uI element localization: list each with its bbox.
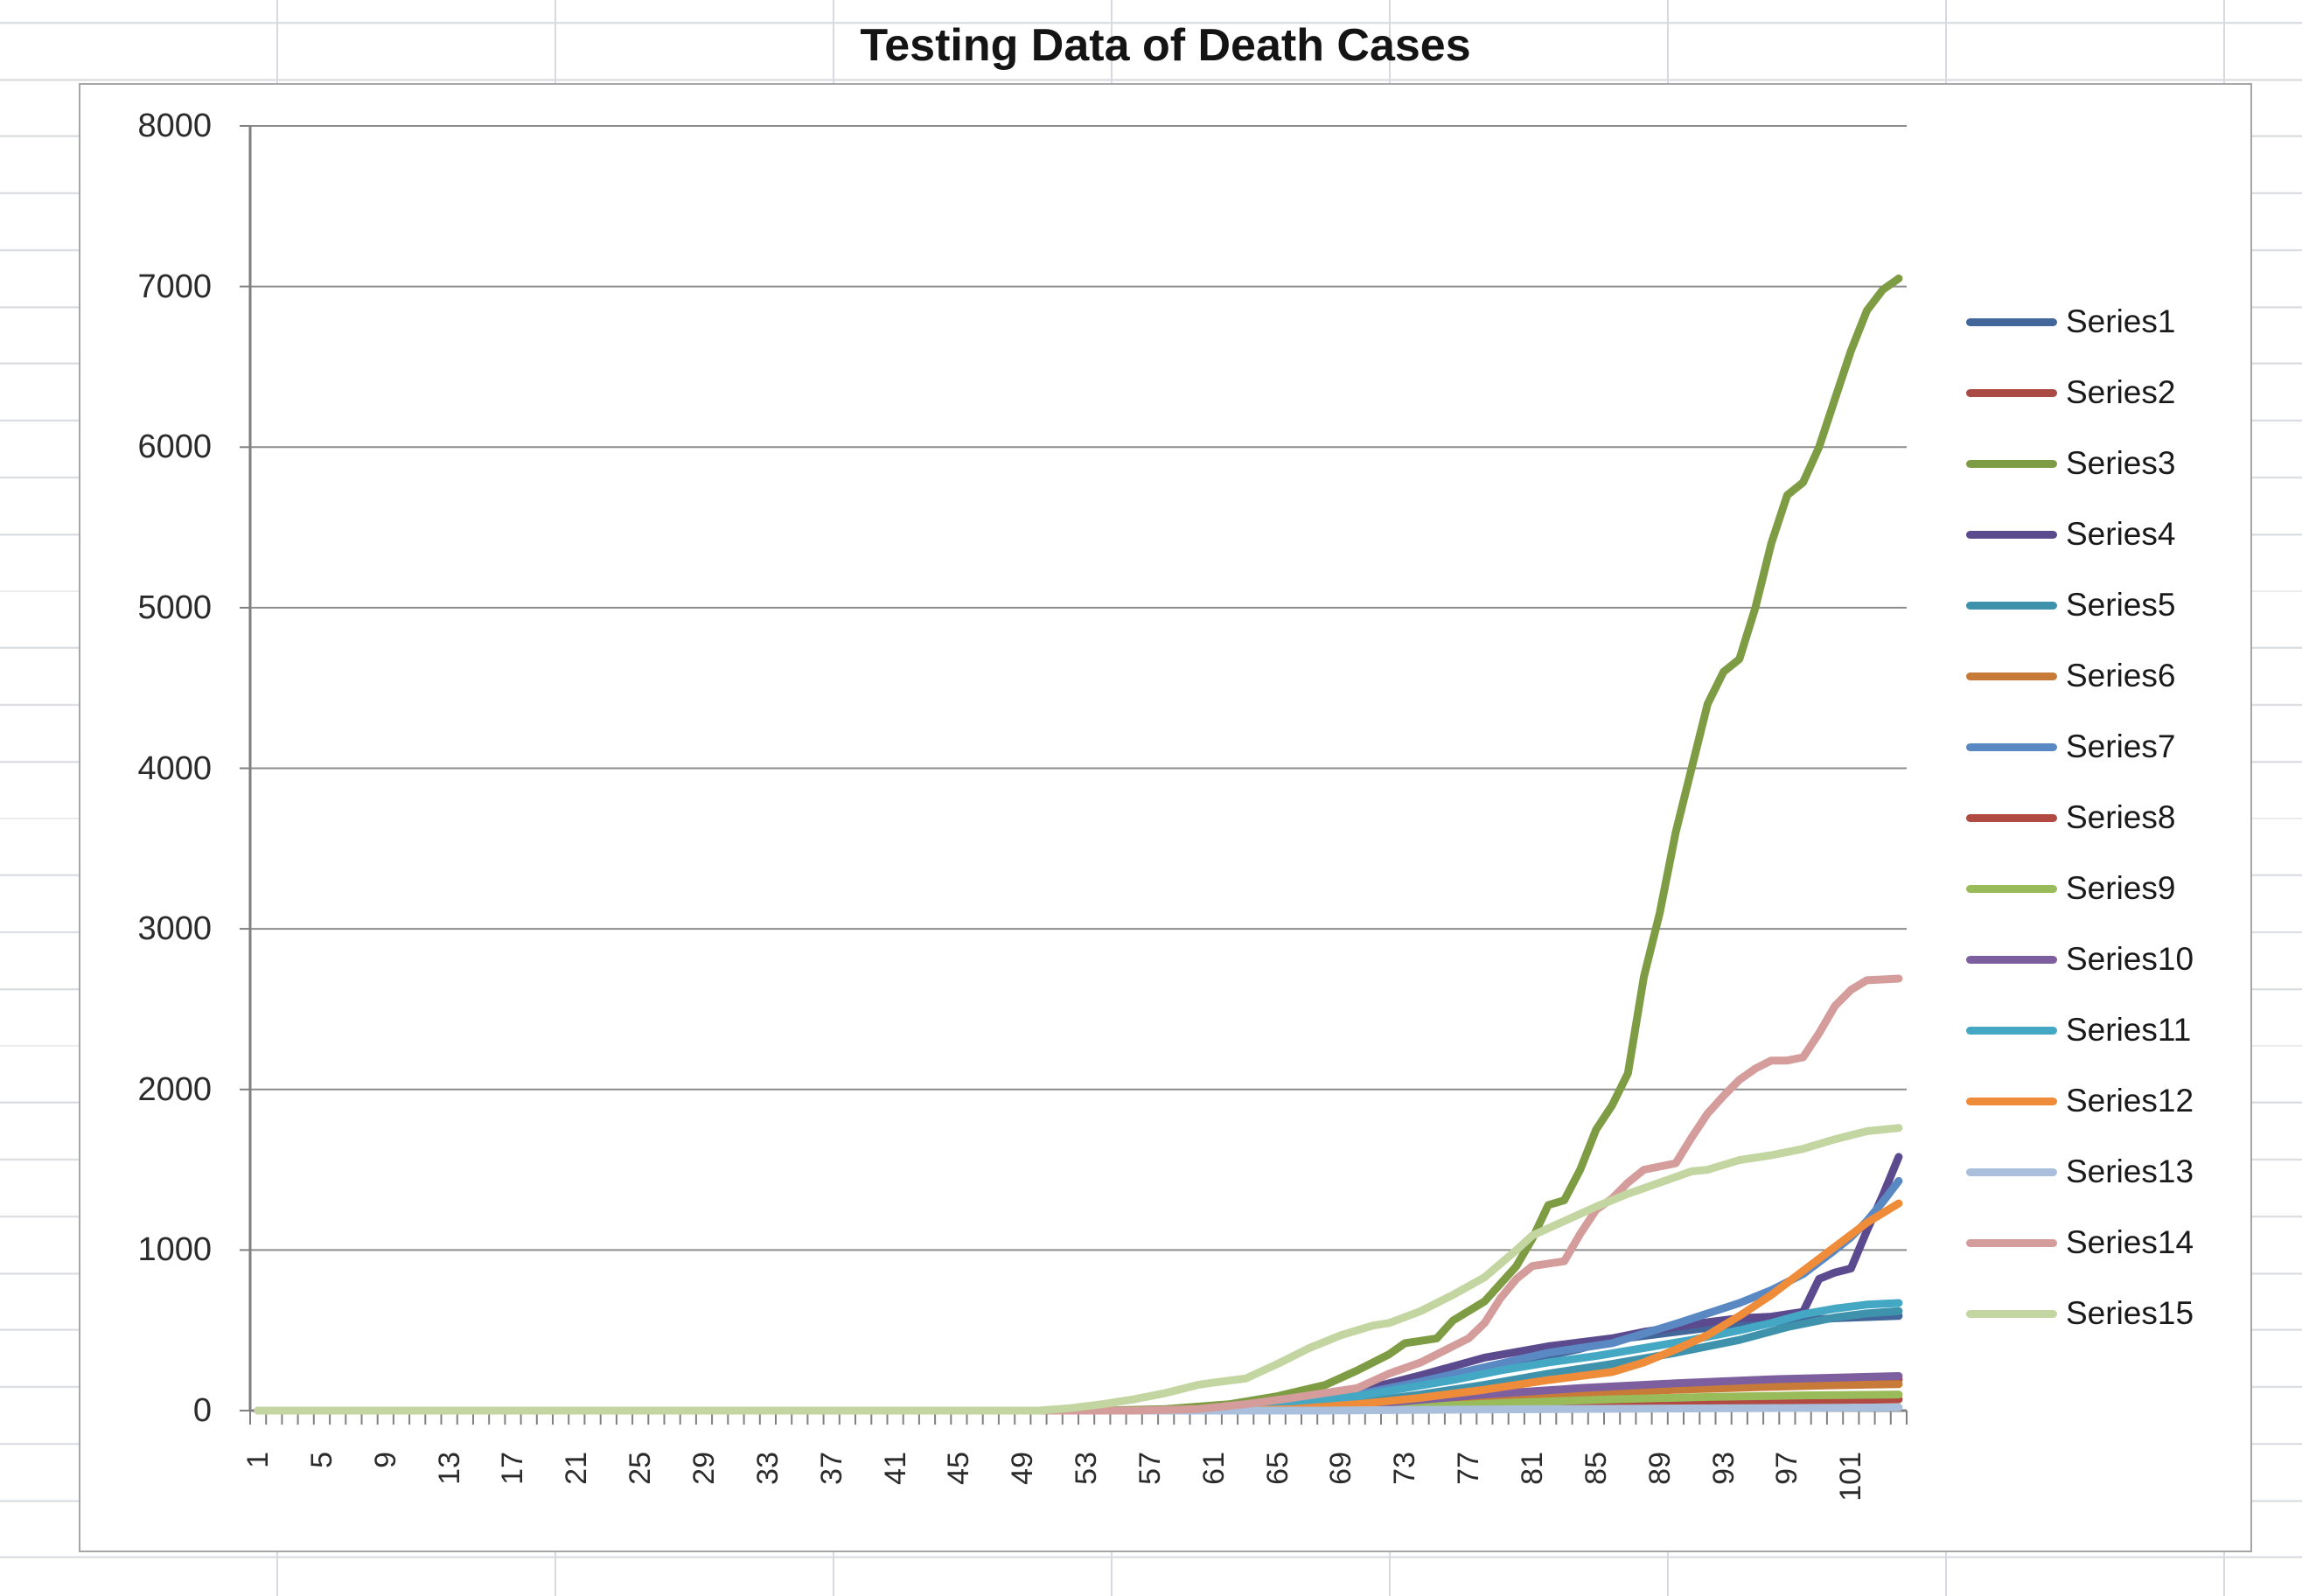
legend-item-series2[interactable]: Series2 xyxy=(1966,373,2175,413)
series-line-series3[interactable] xyxy=(254,274,1903,1415)
x-axis-label-41: 41 xyxy=(878,1452,912,1485)
x-axis-label-69: 69 xyxy=(1324,1452,1358,1485)
legend-label: Series1 xyxy=(2066,303,2176,339)
x-axis-label-49: 49 xyxy=(1006,1452,1040,1485)
legend-swatch-series4 xyxy=(1966,530,2057,539)
y-axis-label-5000: 5000 xyxy=(137,589,212,626)
y-axis-label-1000: 1000 xyxy=(137,1231,212,1269)
legend-swatch-series12 xyxy=(1966,1097,2057,1105)
legend-item-series9[interactable]: Series9 xyxy=(1966,868,2175,909)
legend-swatch-series10 xyxy=(1966,955,2057,964)
series-line-series7[interactable] xyxy=(254,1176,1903,1415)
legend-swatch-series8 xyxy=(1966,813,2057,822)
x-axis-label-89: 89 xyxy=(1643,1452,1677,1485)
legend-label: Series4 xyxy=(2066,516,2176,552)
legend-item-series10[interactable]: Series10 xyxy=(1966,939,2194,979)
x-axis-label-33: 33 xyxy=(750,1452,785,1485)
x-axis-label-17: 17 xyxy=(496,1452,530,1485)
legend-label: Series9 xyxy=(2066,870,2176,906)
series-line-series11[interactable] xyxy=(254,1299,1903,1415)
series-line-series13[interactable] xyxy=(254,1403,1903,1415)
legend-swatch-series6 xyxy=(1966,672,2057,680)
legend-item-series14[interactable]: Series14 xyxy=(1966,1223,2194,1263)
x-axis-label-97: 97 xyxy=(1770,1452,1804,1485)
x-axis-label-101: 101 xyxy=(1834,1452,1868,1502)
legend-label: Series7 xyxy=(2066,728,2176,764)
x-axis-label-61: 61 xyxy=(1196,1452,1231,1485)
x-axis-label-5: 5 xyxy=(304,1452,338,1468)
legend-swatch-series2 xyxy=(1966,388,2057,397)
legend-label: Series8 xyxy=(2066,799,2176,835)
legend-swatch-series11 xyxy=(1966,1026,2057,1035)
legend-swatch-series1 xyxy=(1966,317,2057,326)
legend-swatch-series7 xyxy=(1966,742,2057,751)
chart-title: Testing Data of Death Cases xyxy=(860,20,1471,71)
legend-item-series13[interactable]: Series13 xyxy=(1966,1152,2194,1192)
x-axis-label-13: 13 xyxy=(432,1452,466,1485)
x-axis-label-81: 81 xyxy=(1516,1452,1550,1485)
series-line-series12[interactable] xyxy=(254,1199,1903,1415)
legend-swatch-series9 xyxy=(1966,884,2057,893)
legend-item-series7[interactable]: Series7 xyxy=(1966,727,2175,767)
legend-item-series8[interactable]: Series8 xyxy=(1966,798,2175,838)
x-axis-label-45: 45 xyxy=(942,1452,976,1485)
legend-item-series6[interactable]: Series6 xyxy=(1966,656,2175,696)
x-axis-label-25: 25 xyxy=(624,1452,658,1485)
x-axis-label-57: 57 xyxy=(1133,1452,1167,1485)
x-axis-label-65: 65 xyxy=(1260,1452,1294,1485)
legend-item-series12[interactable]: Series12 xyxy=(1966,1081,2194,1121)
legend-label: Series3 xyxy=(2066,445,2176,481)
legend-item-series11[interactable]: Series11 xyxy=(1966,1010,2191,1050)
x-axis-label-93: 93 xyxy=(1706,1452,1740,1485)
y-axis-label-8000: 8000 xyxy=(137,108,212,144)
legend-swatch-series3 xyxy=(1966,459,2057,468)
legend-label: Series15 xyxy=(2066,1295,2194,1331)
legend-label: Series2 xyxy=(2066,374,2176,410)
legend-swatch-series14 xyxy=(1966,1238,2057,1247)
y-axis-label-4000: 4000 xyxy=(137,749,212,787)
legend-label: Series14 xyxy=(2066,1224,2194,1260)
x-axis-label-85: 85 xyxy=(1579,1452,1613,1485)
y-axis-label-3000: 3000 xyxy=(137,910,212,948)
x-axis-label-53: 53 xyxy=(1070,1452,1104,1485)
series-line-series15[interactable] xyxy=(254,1124,1903,1415)
y-axis-label-0: 0 xyxy=(192,1392,212,1429)
x-axis-label-73: 73 xyxy=(1388,1452,1422,1485)
legend-label: Series5 xyxy=(2066,587,2176,623)
legend-item-series1[interactable]: Series1 xyxy=(1966,302,2175,342)
x-axis-label-37: 37 xyxy=(814,1452,848,1485)
legend-item-series3[interactable]: Series3 xyxy=(1966,443,2175,484)
x-axis-label-9: 9 xyxy=(368,1452,402,1468)
legend-item-series5[interactable]: Series5 xyxy=(1966,585,2175,625)
legend-label: Series12 xyxy=(2066,1083,2194,1119)
legend-label: Series13 xyxy=(2066,1153,2194,1189)
y-axis-label-7000: 7000 xyxy=(137,268,212,305)
legend-label: Series10 xyxy=(2066,941,2194,977)
x-axis-label-29: 29 xyxy=(687,1452,722,1485)
legend-label: Series6 xyxy=(2066,658,2176,693)
legend-item-series4[interactable]: Series4 xyxy=(1966,514,2175,554)
x-axis-label-77: 77 xyxy=(1452,1452,1486,1485)
series-line-series4[interactable] xyxy=(254,1153,1903,1415)
legend-item-series15[interactable]: Series15 xyxy=(1966,1293,2194,1334)
y-axis-label-6000: 6000 xyxy=(137,429,212,466)
y-axis-label-2000: 2000 xyxy=(137,1070,212,1108)
legend-swatch-series15 xyxy=(1966,1309,2057,1318)
legend-swatch-series5 xyxy=(1966,601,2057,610)
x-axis-label-1: 1 xyxy=(241,1452,276,1468)
x-axis-label-21: 21 xyxy=(560,1452,594,1485)
legend-label: Series11 xyxy=(2066,1012,2192,1048)
legend-swatch-series13 xyxy=(1966,1167,2057,1176)
